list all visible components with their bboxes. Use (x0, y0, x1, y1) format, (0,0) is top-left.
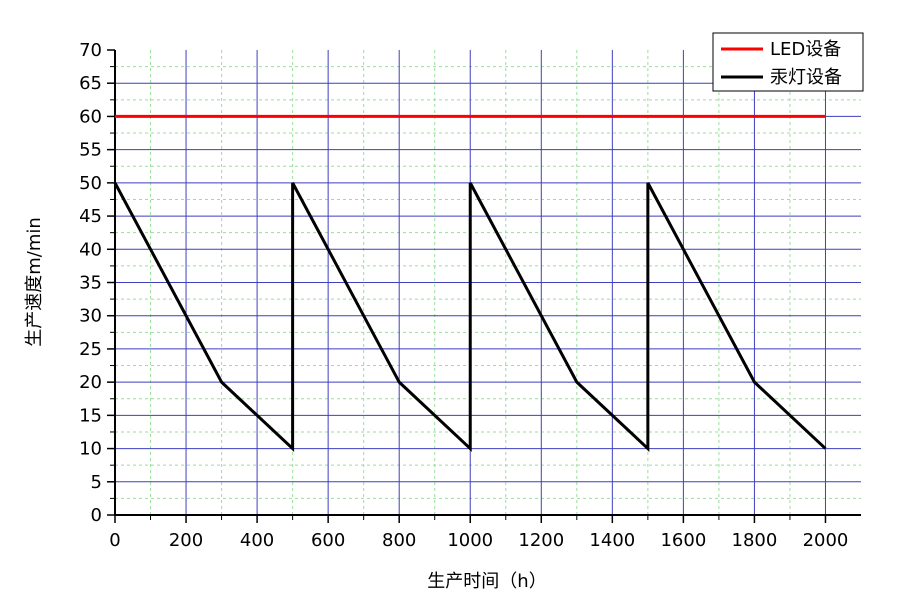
legend-box (712, 32, 864, 92)
y-tick-label: 35 (79, 273, 102, 294)
x-tick-label: 600 (311, 530, 345, 551)
y-tick-label: 25 (79, 339, 102, 360)
y-axis-title: 生产速度m/min (24, 217, 45, 347)
y-tick-label: 45 (79, 206, 102, 227)
y-tick-label: 70 (79, 40, 102, 61)
grid-layer (115, 50, 861, 515)
x-tick-label: 1200 (518, 530, 564, 551)
x-tick-label: 1400 (589, 530, 635, 551)
y-tick-label: 40 (79, 239, 102, 260)
legend-mercury-lamp-label: 汞灯设备 (770, 67, 842, 88)
y-tick-label: 15 (79, 405, 102, 426)
axis-layer: 0 200 400 600 800 1000 1200 1400 1600 1800 2000 0 5 1… (79, 40, 861, 551)
y-tick-label: 65 (79, 73, 102, 94)
mercury-lamp-series-line (113, 182, 827, 453)
y-tick-label: 30 (79, 306, 102, 327)
legend-led-label: LED设备 (770, 39, 841, 60)
x-tick-label: 0 (109, 530, 120, 551)
x-tick-label: 2000 (803, 530, 849, 551)
x-axis-title: 生产时间（h） (427, 571, 546, 592)
x-tick-label: 200 (169, 530, 203, 551)
x-tick-label: 800 (382, 530, 416, 551)
y-tick-label: 5 (91, 472, 102, 493)
y-tick-label: 50 (79, 173, 102, 194)
x-tick-label: 1000 (447, 530, 493, 551)
series-layer (113, 114, 827, 453)
x-tick-label: 1600 (660, 530, 706, 551)
y-tick-label: 55 (79, 140, 102, 161)
y-tick-label: 60 (79, 106, 102, 127)
y-tick-label: 10 (79, 439, 102, 460)
x-tick-label: 1800 (732, 530, 778, 551)
y-tick-label: 20 (79, 372, 102, 393)
y-tick-label: 0 (91, 505, 102, 526)
x-tick-label: 400 (240, 530, 274, 551)
